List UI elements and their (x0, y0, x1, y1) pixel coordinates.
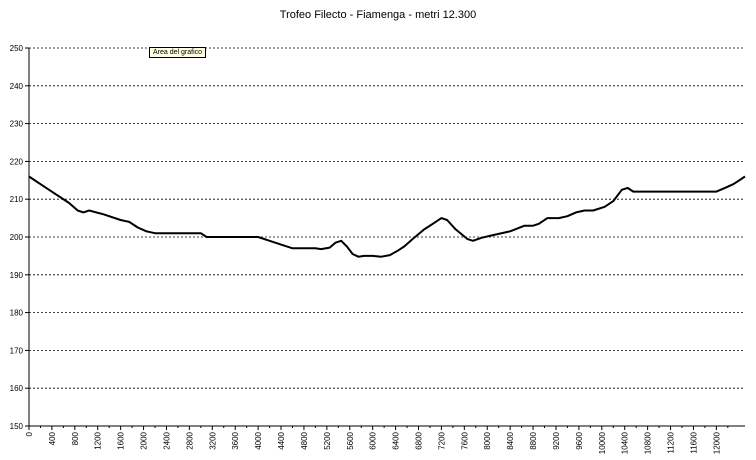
x-tick-label-10800: 10800 (644, 431, 653, 454)
x-tick-label-3200: 3200 (208, 431, 217, 449)
y-tick-label-190: 190 (10, 271, 24, 280)
y-tick-label-220: 220 (10, 157, 24, 166)
x-tick-label-11600: 11600 (689, 431, 698, 453)
x-tick-label-4000: 4000 (254, 431, 263, 449)
y-tick-label-180: 180 (10, 309, 24, 318)
y-tick-label-150: 150 (10, 422, 24, 431)
x-tick-label-10400: 10400 (621, 431, 630, 454)
x-tick-label-400: 400 (48, 431, 57, 445)
x-tick-label-5600: 5600 (346, 431, 355, 449)
x-tick-label-0: 0 (25, 431, 34, 436)
x-tick-label-6400: 6400 (392, 431, 401, 449)
y-tick-label-240: 240 (10, 82, 24, 91)
y-tick-label-170: 170 (10, 346, 24, 355)
x-tick-label-6000: 6000 (369, 431, 378, 449)
x-tick-label-4800: 4800 (300, 431, 309, 449)
x-tick-label-12000: 12000 (712, 431, 721, 454)
x-tick-label-5200: 5200 (323, 431, 332, 449)
x-tick-label-7600: 7600 (460, 431, 469, 449)
x-tick-label-8400: 8400 (506, 431, 515, 449)
x-tick-label-2800: 2800 (185, 431, 194, 449)
series-line-0 (28, 175, 746, 258)
x-tick-label-9600: 9600 (575, 431, 584, 449)
x-tick-label-6800: 6800 (415, 431, 424, 449)
x-tick-label-4400: 4400 (277, 431, 286, 449)
y-tick-label-250: 250 (10, 44, 24, 53)
x-tick-label-1600: 1600 (117, 431, 126, 449)
y-tick-label-210: 210 (10, 195, 24, 204)
x-tick-label-800: 800 (71, 431, 80, 445)
x-tick-label-10000: 10000 (598, 431, 607, 454)
y-tick-label-160: 160 (10, 384, 24, 393)
x-tick-label-7200: 7200 (437, 431, 446, 449)
x-tick-label-8800: 8800 (529, 431, 538, 449)
x-tick-label-2000: 2000 (140, 431, 149, 449)
x-tick-label-2400: 2400 (162, 431, 171, 449)
x-tick-label-8000: 8000 (483, 431, 492, 449)
x-tick-label-11200: 11200 (667, 431, 676, 453)
x-tick-label-1200: 1200 (94, 431, 103, 449)
x-tick-label-3600: 3600 (231, 431, 240, 449)
y-tick-label-200: 200 (10, 233, 24, 242)
y-tick-label-230: 230 (10, 120, 24, 129)
x-tick-label-9200: 9200 (552, 431, 561, 449)
tooltip: Area del grafico (149, 47, 207, 58)
chart-title: Trofeo Filecto - Fiamenga - metri 12.300 (279, 9, 477, 21)
